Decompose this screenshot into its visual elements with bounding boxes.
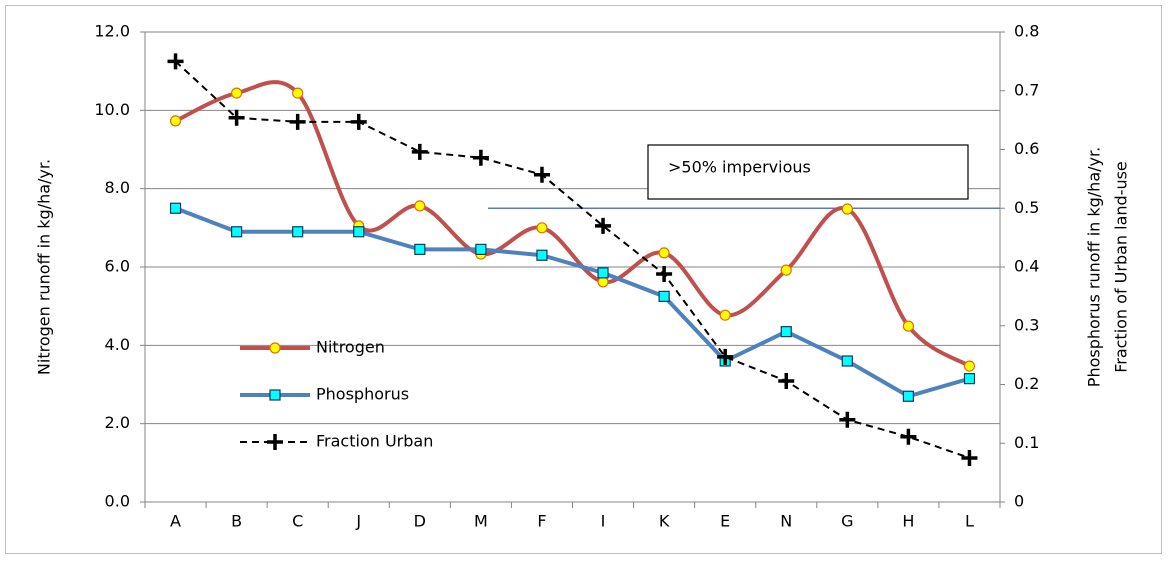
point xyxy=(963,373,976,385)
y-tick-label: 8.0 xyxy=(105,178,130,197)
annotation: >50% impervious xyxy=(668,158,811,177)
point xyxy=(228,109,245,126)
series-line xyxy=(174,206,971,399)
y2-tick-label: 0.7 xyxy=(1014,80,1039,99)
point xyxy=(167,53,184,70)
point xyxy=(841,355,853,367)
point xyxy=(414,243,426,255)
point xyxy=(658,247,670,259)
point xyxy=(353,226,365,238)
x-tick-label: L xyxy=(965,512,974,531)
legend-marker xyxy=(269,389,281,401)
point xyxy=(778,372,795,389)
point xyxy=(536,249,548,261)
point xyxy=(839,411,856,428)
point xyxy=(533,166,550,183)
x-tick-label: F xyxy=(537,512,546,531)
y2-tick-label: 0.1 xyxy=(1014,433,1039,452)
point xyxy=(472,149,489,166)
chart-border xyxy=(5,5,1162,554)
point xyxy=(717,348,734,365)
y-tick-label: 10.0 xyxy=(94,100,130,119)
point xyxy=(411,143,428,160)
point xyxy=(231,87,243,99)
x-tick-label: G xyxy=(841,512,853,531)
y2-tick-label: 0.4 xyxy=(1014,257,1039,276)
legend-label: Nitrogen xyxy=(316,338,385,357)
point xyxy=(780,264,792,276)
y2-tick-label: 0.6 xyxy=(1014,139,1039,158)
y2-tick-label: 0.2 xyxy=(1014,374,1039,393)
y-tick-label: 6.0 xyxy=(105,257,130,276)
point xyxy=(292,226,304,238)
series-line xyxy=(174,60,970,459)
point xyxy=(597,267,609,279)
x-tick-label: D xyxy=(414,512,426,531)
point xyxy=(475,243,487,255)
point xyxy=(414,200,426,212)
x-tick-label: H xyxy=(902,512,914,531)
y2-tick-label: 0 xyxy=(1014,492,1024,511)
y2-axis-title: Fraction of Urban land-use xyxy=(1112,161,1131,373)
x-tick-label: M xyxy=(474,512,488,531)
legend-marker xyxy=(267,434,283,450)
point xyxy=(900,428,917,445)
point xyxy=(350,113,367,130)
point xyxy=(595,217,612,234)
x-tick-label: N xyxy=(780,512,792,531)
legend-label: Phosphorus xyxy=(316,385,409,404)
point xyxy=(841,203,853,215)
legend-label: Fraction Urban xyxy=(316,432,433,451)
y-axis-title: Nitrogen runoff in kg/ha/yr. xyxy=(35,159,54,375)
point xyxy=(536,222,548,234)
point xyxy=(719,309,731,321)
point xyxy=(658,290,670,302)
point xyxy=(169,115,182,127)
y2-tick-label: 0.8 xyxy=(1014,22,1039,41)
y2-tick-label: 0.5 xyxy=(1014,198,1039,217)
x-tick-label: B xyxy=(231,512,242,531)
x-tick-label: J xyxy=(355,512,361,531)
x-tick-label: A xyxy=(170,512,181,531)
y-tick-label: 0.0 xyxy=(105,492,130,511)
y-tick-label: 12.0 xyxy=(94,22,130,41)
point xyxy=(656,266,673,283)
point xyxy=(169,202,182,214)
point xyxy=(289,113,306,130)
point xyxy=(292,87,304,99)
y2-axis-title: Phosphorus runoff in kg/ha/yr. xyxy=(1085,147,1104,387)
point xyxy=(963,360,976,372)
y-tick-label: 2.0 xyxy=(105,413,130,432)
x-tick-label: I xyxy=(601,512,606,531)
point xyxy=(961,449,978,466)
point xyxy=(902,320,914,332)
annotation-box xyxy=(647,144,969,200)
point xyxy=(231,226,243,238)
y-tick-label: 4.0 xyxy=(105,335,130,354)
x-tick-label: E xyxy=(720,512,730,531)
point xyxy=(780,326,792,338)
y2-tick-label: 0.3 xyxy=(1014,315,1039,334)
legend-marker xyxy=(269,342,281,354)
x-tick-label: K xyxy=(659,512,670,531)
x-tick-label: C xyxy=(292,512,303,531)
point xyxy=(902,390,914,402)
